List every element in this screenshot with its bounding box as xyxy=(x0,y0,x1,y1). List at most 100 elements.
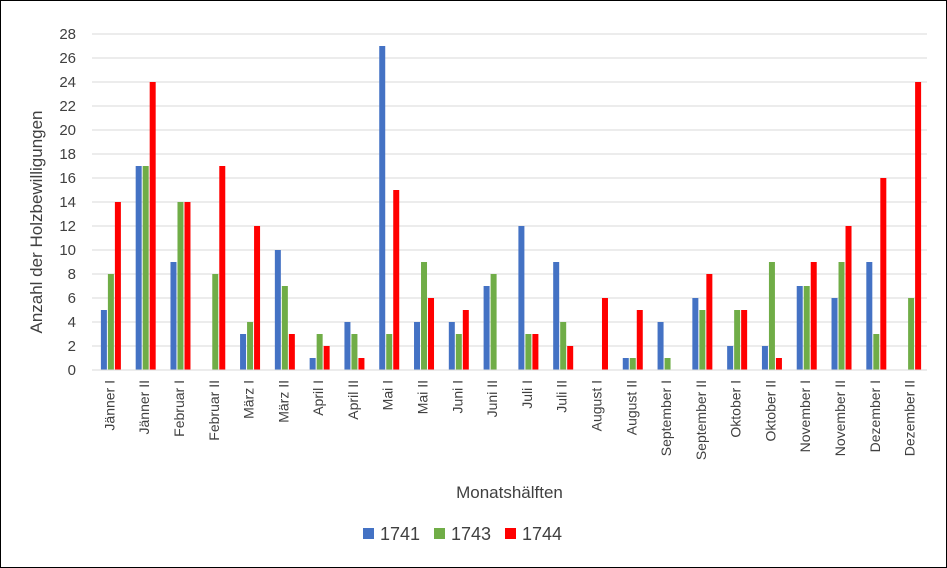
x-tick-label: Juni II xyxy=(484,380,500,417)
x-axis-title: Monatshälften xyxy=(456,483,563,502)
x-tick-label: Dezember I xyxy=(867,380,883,452)
bar-1743-12 xyxy=(525,334,532,370)
bar-1743-16 xyxy=(664,358,671,370)
y-tick-label: 4 xyxy=(68,314,76,331)
legend-label-1741: 1741 xyxy=(380,524,420,544)
x-tick-label: Oktober II xyxy=(762,380,778,441)
bar-1744-15 xyxy=(636,310,643,370)
y-tick-label: 20 xyxy=(59,122,76,139)
x-tick-label: Februar I xyxy=(171,380,187,437)
bar-1743-8 xyxy=(386,334,393,370)
bar-1743-10 xyxy=(455,334,462,370)
y-tick-label: 10 xyxy=(59,242,76,259)
x-axis-ticks: Jänner I Jänner II Februar I Februar II März… xyxy=(101,380,917,460)
bar-1741-4 xyxy=(240,334,247,370)
x-tick-label: April I xyxy=(310,380,326,416)
y-axis-title: Anzahl der Holzbewilligungen xyxy=(27,110,46,333)
bar-1743-1 xyxy=(142,166,149,370)
bar-1743-5 xyxy=(281,286,288,370)
bar-1743-17 xyxy=(699,310,706,370)
x-tick-label: April II xyxy=(345,380,361,420)
bar-1741-22 xyxy=(866,262,873,370)
bar-1744-17 xyxy=(706,274,713,370)
bar-1741-13 xyxy=(553,262,560,370)
y-tick-label: 0 xyxy=(68,362,76,379)
x-tick-label: Jänner II xyxy=(136,380,152,434)
bar-1741-0 xyxy=(100,310,107,370)
gridlines xyxy=(92,33,927,347)
bar-1744-22 xyxy=(880,178,887,370)
bar-1744-23 xyxy=(915,82,922,370)
bar-1741-20 xyxy=(796,286,803,370)
bar-1744-12 xyxy=(532,334,539,370)
bar-1743-4 xyxy=(247,322,254,370)
bar-1741-19 xyxy=(761,346,768,370)
bar-1744-21 xyxy=(845,226,852,370)
bar-1741-21 xyxy=(831,298,838,370)
x-tick-label: Jänner I xyxy=(101,380,117,431)
y-tick-label: 6 xyxy=(68,290,76,307)
bar-1743-15 xyxy=(629,358,636,370)
y-tick-label: 22 xyxy=(59,98,76,115)
bar-1744-4 xyxy=(254,226,261,370)
bar-1741-1 xyxy=(135,166,142,370)
legend: 1741 1743 1744 xyxy=(363,524,562,544)
x-tick-label: August I xyxy=(588,380,604,431)
x-tick-label: Mai II xyxy=(415,380,431,414)
bar-1744-2 xyxy=(184,202,191,370)
x-tick-label: Oktober I xyxy=(728,380,744,438)
x-tick-label: November II xyxy=(832,380,848,456)
bar-1744-6 xyxy=(323,346,330,370)
bar-1744-8 xyxy=(393,190,400,370)
bar-1743-0 xyxy=(107,274,114,370)
bar-1743-13 xyxy=(560,322,567,370)
bar-1743-20 xyxy=(803,286,810,370)
x-tick-label: März I xyxy=(241,380,257,419)
bar-1744-1 xyxy=(149,82,156,370)
bar-1744-3 xyxy=(219,166,226,370)
bar-1743-11 xyxy=(490,274,497,370)
bar-1741-9 xyxy=(414,322,421,370)
bar-1744-0 xyxy=(114,202,121,370)
x-tick-label: November I xyxy=(797,380,813,452)
x-tick-label: September II xyxy=(693,380,709,460)
bar-1743-2 xyxy=(177,202,184,370)
bar-1744-14 xyxy=(601,298,608,370)
bar-1744-13 xyxy=(567,346,574,370)
x-tick-label: September I xyxy=(658,380,674,456)
x-tick-label: Mai I xyxy=(380,380,396,410)
y-tick-label: 14 xyxy=(59,194,76,211)
y-tick-label: 12 xyxy=(59,218,76,235)
bar-1744-7 xyxy=(358,358,365,370)
x-tick-label: Juni I xyxy=(449,380,465,413)
x-tick-label: August II xyxy=(623,380,639,435)
bar-1741-2 xyxy=(170,262,177,370)
bar-1744-5 xyxy=(288,334,295,370)
bar-1743-3 xyxy=(212,274,219,370)
y-tick-label: 26 xyxy=(59,50,76,67)
bar-1743-23 xyxy=(908,298,915,370)
legend-label-1743: 1743 xyxy=(451,524,491,544)
bar-1743-18 xyxy=(734,310,741,370)
x-tick-label: Juli I xyxy=(519,380,535,409)
y-tick-label: 16 xyxy=(59,170,76,187)
bar-1741-18 xyxy=(727,346,734,370)
bar-1743-21 xyxy=(838,262,845,370)
bar-1743-22 xyxy=(873,334,880,370)
bar-1741-10 xyxy=(448,322,455,370)
bar-1744-18 xyxy=(741,310,748,370)
bar-1744-19 xyxy=(775,358,782,370)
bar-1743-19 xyxy=(768,262,775,370)
bar-1743-6 xyxy=(316,334,323,370)
bar-1741-8 xyxy=(379,46,386,370)
legend-swatch-1744 xyxy=(505,528,516,539)
bar-1743-9 xyxy=(421,262,428,370)
bar-1744-9 xyxy=(428,298,435,370)
bar-1741-11 xyxy=(483,286,490,370)
bar-1741-17 xyxy=(692,298,699,370)
bar-1743-7 xyxy=(351,334,358,370)
bars xyxy=(100,46,922,370)
x-tick-label: Februar II xyxy=(206,380,222,441)
